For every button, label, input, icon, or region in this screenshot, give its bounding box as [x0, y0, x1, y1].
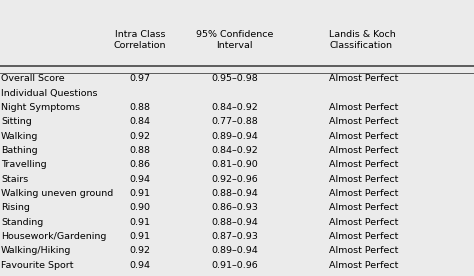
Text: Almost Perfect: Almost Perfect [329, 246, 399, 255]
Text: 0.91: 0.91 [129, 218, 150, 227]
Text: 0.91: 0.91 [129, 189, 150, 198]
Text: 0.92–0.96: 0.92–0.96 [211, 175, 258, 184]
Text: Almost Perfect: Almost Perfect [329, 117, 399, 126]
Text: Travelling: Travelling [1, 160, 46, 169]
Text: 0.94: 0.94 [129, 175, 150, 184]
Text: Almost Perfect: Almost Perfect [329, 203, 399, 212]
Text: 0.88–0.94: 0.88–0.94 [211, 218, 258, 227]
Text: Rising: Rising [1, 203, 30, 212]
Text: Almost Perfect: Almost Perfect [329, 232, 399, 241]
Text: 0.77–0.88: 0.77–0.88 [211, 117, 258, 126]
Text: 0.88–0.94: 0.88–0.94 [211, 189, 258, 198]
Text: 0.88: 0.88 [129, 103, 150, 112]
Text: Housework/Gardening: Housework/Gardening [1, 232, 106, 241]
Text: 0.81–0.90: 0.81–0.90 [211, 160, 258, 169]
Text: 0.94: 0.94 [129, 261, 150, 270]
Text: 0.84–0.92: 0.84–0.92 [211, 103, 258, 112]
Text: Walking: Walking [1, 132, 38, 140]
Text: Almost Perfect: Almost Perfect [329, 74, 399, 83]
Text: 0.89–0.94: 0.89–0.94 [211, 246, 258, 255]
Text: Individual Questions: Individual Questions [1, 89, 98, 97]
Text: Bathing: Bathing [1, 146, 37, 155]
Text: 0.90: 0.90 [129, 203, 150, 212]
Text: 0.87–0.93: 0.87–0.93 [211, 232, 258, 241]
Text: Overall Score: Overall Score [1, 74, 64, 83]
Text: 0.91: 0.91 [129, 232, 150, 241]
Text: 0.92: 0.92 [129, 132, 150, 140]
Text: 0.84: 0.84 [129, 117, 150, 126]
Text: 0.95–0.98: 0.95–0.98 [211, 74, 258, 83]
Text: Almost Perfect: Almost Perfect [329, 103, 399, 112]
Text: Favourite Sport: Favourite Sport [1, 261, 73, 270]
Text: 0.86–0.93: 0.86–0.93 [211, 203, 258, 212]
Text: 0.88: 0.88 [129, 146, 150, 155]
Text: Intra Class
Correlation: Intra Class Correlation [114, 30, 166, 50]
Text: 95% Confidence
Interval: 95% Confidence Interval [196, 30, 273, 50]
Text: Almost Perfect: Almost Perfect [329, 261, 399, 270]
Text: 0.84–0.92: 0.84–0.92 [211, 146, 258, 155]
Text: Walking/Hiking: Walking/Hiking [1, 246, 71, 255]
Text: 0.91–0.96: 0.91–0.96 [211, 261, 258, 270]
Text: Almost Perfect: Almost Perfect [329, 189, 399, 198]
Text: Almost Perfect: Almost Perfect [329, 218, 399, 227]
Text: Sitting: Sitting [1, 117, 32, 126]
Text: 0.86: 0.86 [129, 160, 150, 169]
Text: 0.97: 0.97 [129, 74, 150, 83]
Text: Standing: Standing [1, 218, 43, 227]
Text: 0.89–0.94: 0.89–0.94 [211, 132, 258, 140]
Text: 0.92: 0.92 [129, 246, 150, 255]
Text: Almost Perfect: Almost Perfect [329, 160, 399, 169]
Text: Stairs: Stairs [1, 175, 28, 184]
Text: Almost Perfect: Almost Perfect [329, 132, 399, 140]
Text: Night Symptoms: Night Symptoms [1, 103, 80, 112]
Text: Almost Perfect: Almost Perfect [329, 175, 399, 184]
Text: Walking uneven ground: Walking uneven ground [1, 189, 113, 198]
Text: Almost Perfect: Almost Perfect [329, 146, 399, 155]
Text: Landis & Koch
Classification: Landis & Koch Classification [329, 30, 396, 50]
